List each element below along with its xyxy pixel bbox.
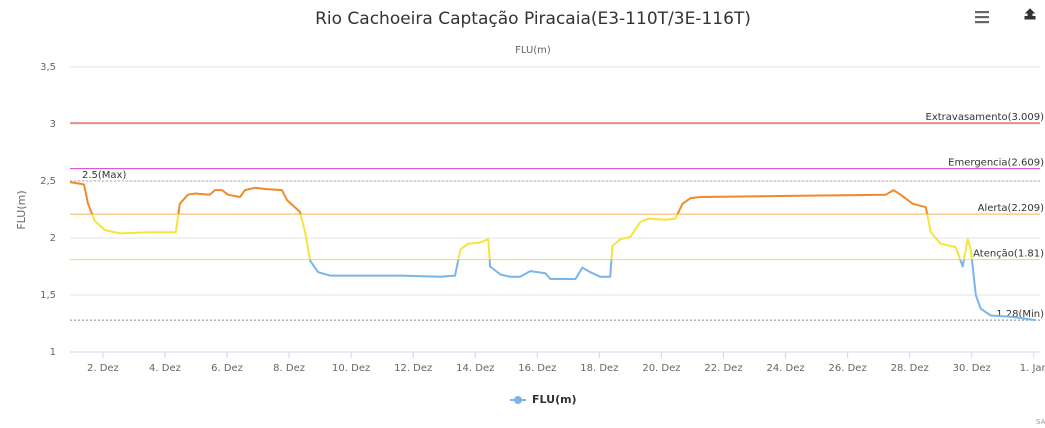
- x-tick-label: 20. Dez: [642, 363, 680, 374]
- x-tick-label: 4. Dez: [149, 363, 181, 374]
- x-tick-label: 2. Dez: [87, 363, 119, 374]
- x-tick-label: 18. Dez: [580, 363, 618, 374]
- x-tick-label: 12. Dez: [394, 363, 432, 374]
- download-button[interactable]: [1024, 8, 1036, 20]
- x-tick-label: 24. Dez: [766, 363, 804, 374]
- x-tick-label: 30. Dez: [953, 363, 991, 374]
- menu-bar[interactable]: [975, 11, 989, 14]
- x-tick-label: 10. Dez: [332, 363, 370, 374]
- y-tick-label: 2: [50, 233, 56, 244]
- y-tick-label: 1: [50, 347, 56, 358]
- plot-line-label: Extravasamento(3.009): [926, 112, 1045, 123]
- x-tick-label: 22. Dez: [704, 363, 742, 374]
- chart-title: Rio Cachoeira Captação Piracaia(E3-110T/…: [315, 9, 751, 29]
- plot-line-label: 2.5(Max): [82, 170, 126, 181]
- x-tick-label: 6. Dez: [211, 363, 243, 374]
- chart-subtitle: FLU(m): [515, 45, 551, 56]
- download-icon[interactable]: [1024, 8, 1036, 20]
- plot-line-label: Atenção(1.81): [973, 249, 1044, 260]
- series-line: [308, 259, 1036, 322]
- x-tick-label: 28. Dez: [891, 363, 929, 374]
- plot-line-label: Alerta(2.209): [978, 203, 1044, 214]
- x-tick-label: 14. Dez: [456, 363, 494, 374]
- x-tick-label: 1. Jan: [1020, 363, 1045, 374]
- x-tick-label: 8. Dez: [273, 363, 305, 374]
- y-tick-label: 3: [50, 119, 56, 130]
- menu-bar[interactable]: [975, 16, 989, 19]
- series-line: [69, 181, 929, 215]
- legend-marker: [514, 396, 522, 404]
- menu-bar[interactable]: [975, 21, 989, 24]
- y-tick-label: 2,5: [40, 176, 56, 187]
- y-tick-label: 3,5: [40, 62, 56, 73]
- plot-line-label: 1.28(Min): [996, 309, 1044, 320]
- credits: SAI: [1036, 418, 1045, 426]
- y-tick-label: 1,5: [40, 290, 56, 301]
- legend-label: FLU(m): [532, 393, 577, 406]
- x-tick-label: 16. Dez: [518, 363, 556, 374]
- menu-button[interactable]: [975, 11, 989, 24]
- plot-line-label: Emergencia(2.609): [948, 158, 1044, 169]
- x-tick-label: 26. Dez: [829, 363, 867, 374]
- y-axis-title: FLU(m): [15, 190, 28, 229]
